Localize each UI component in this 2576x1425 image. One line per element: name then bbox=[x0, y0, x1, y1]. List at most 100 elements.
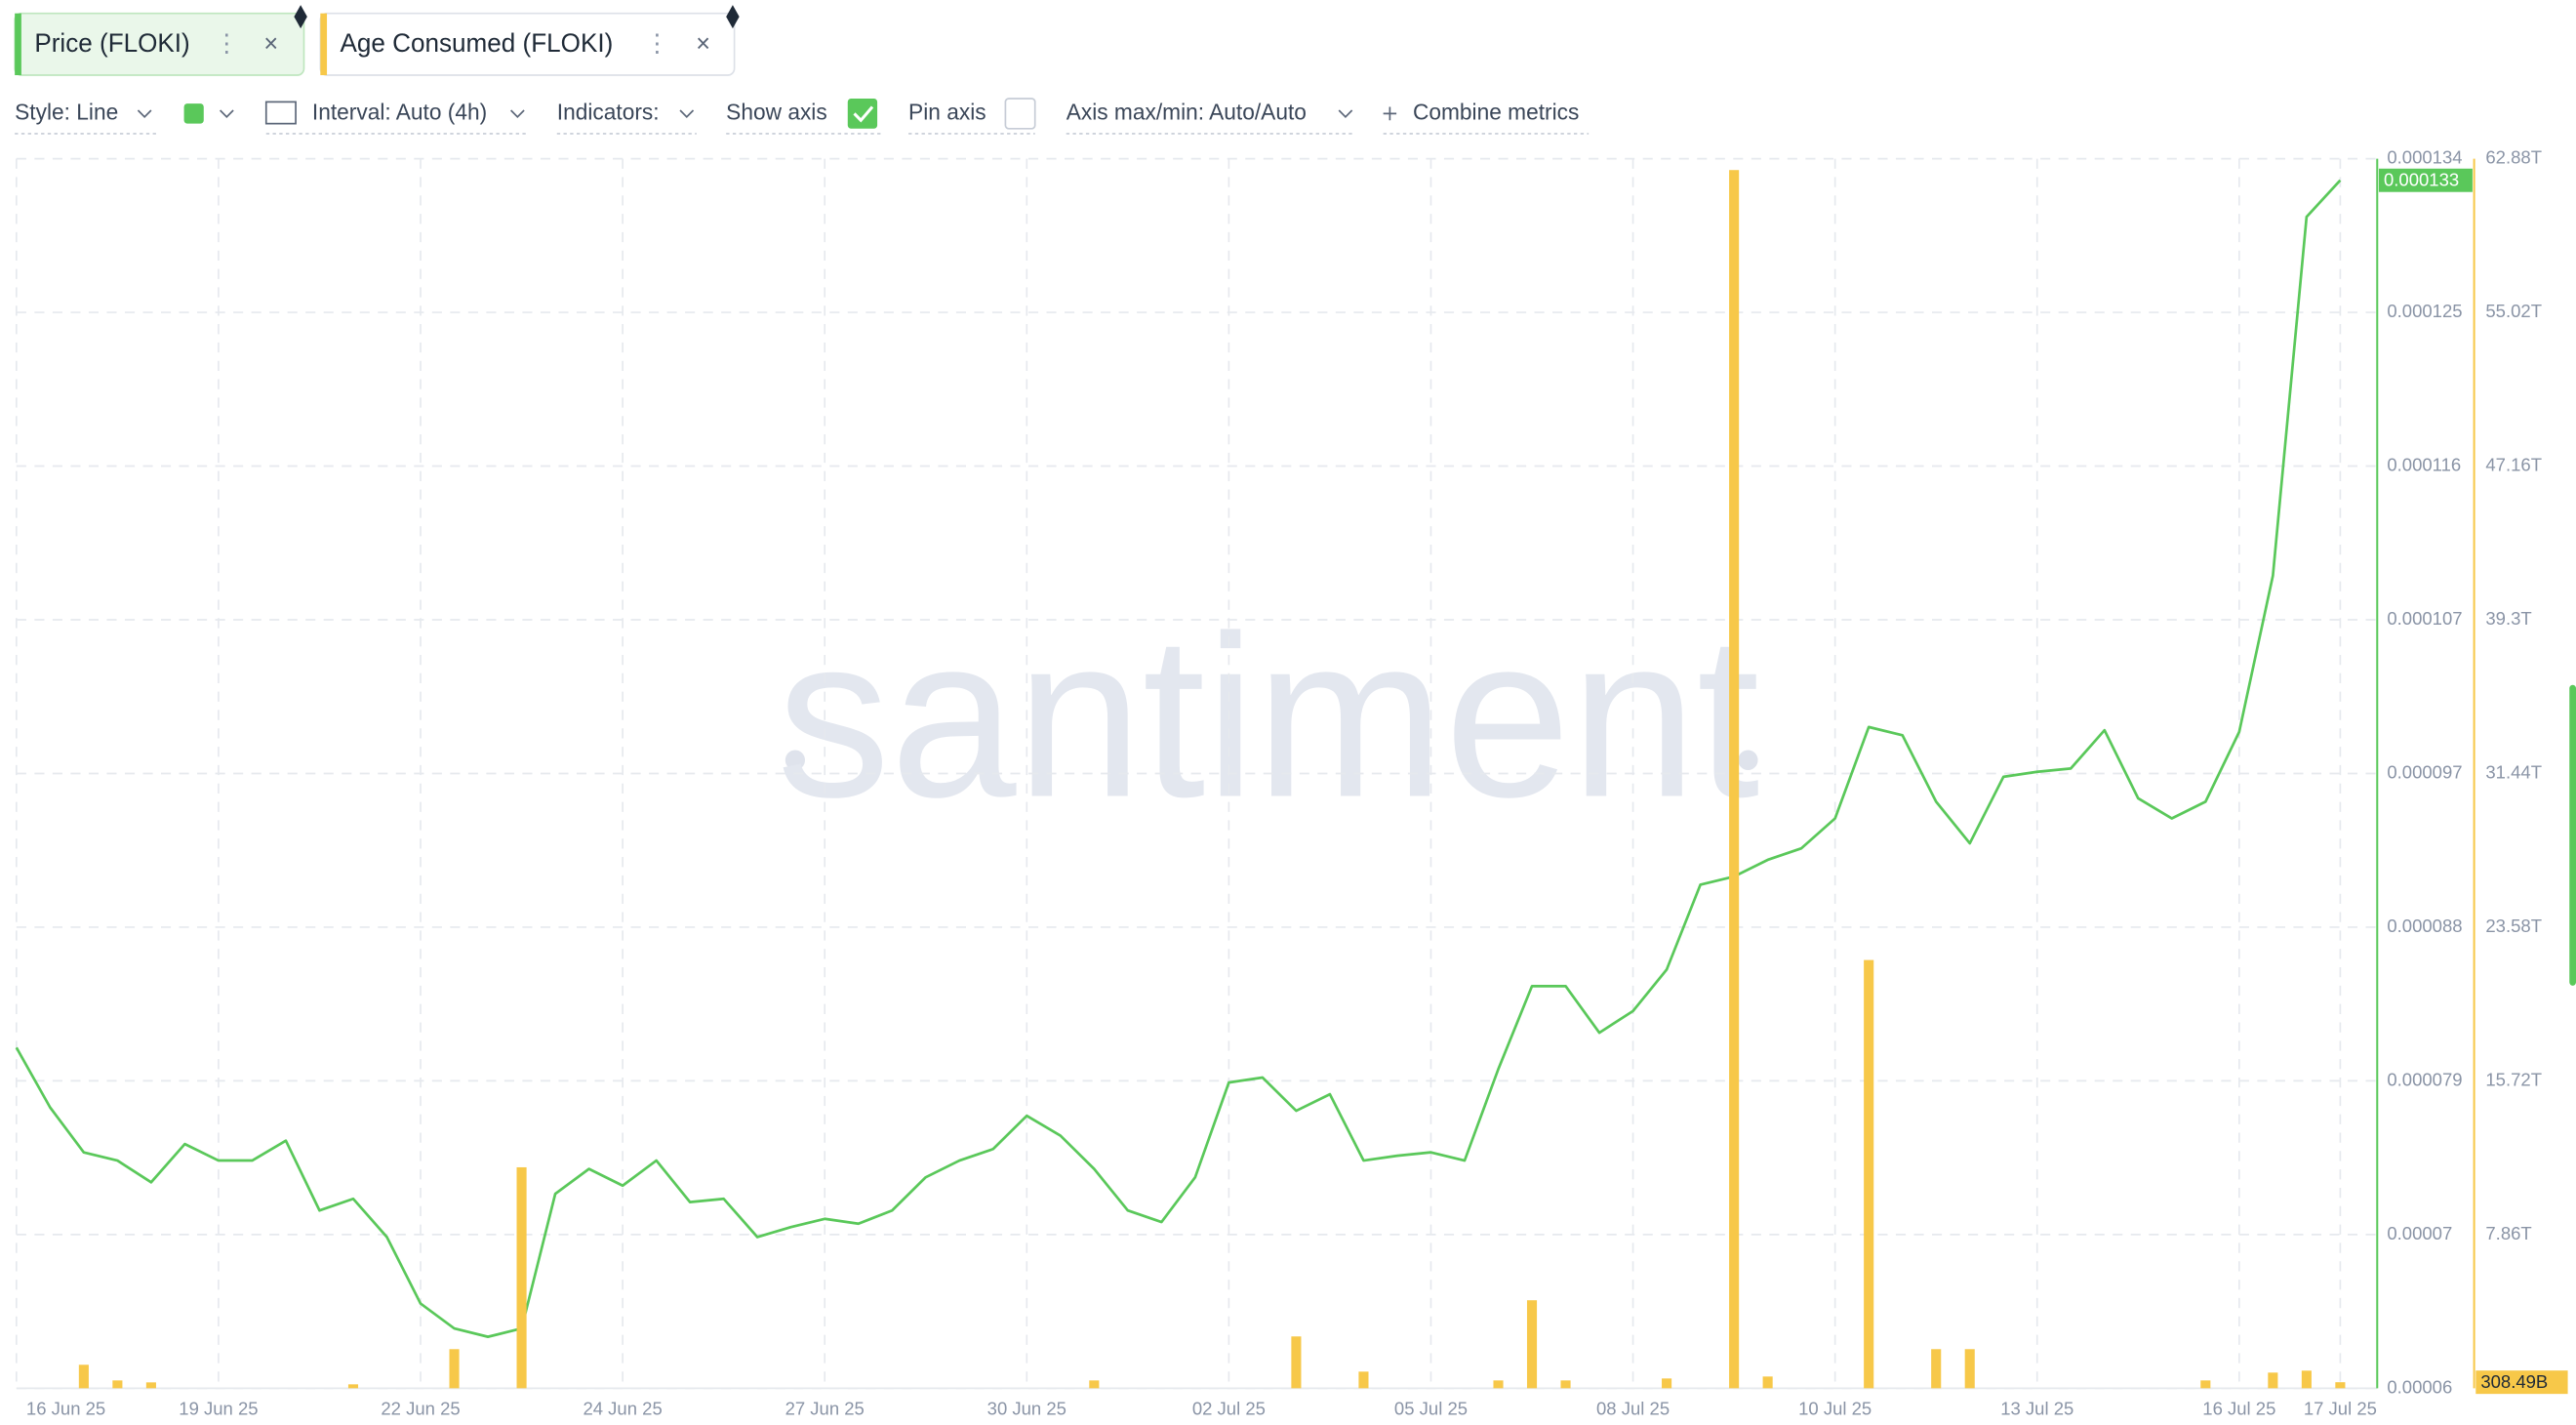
chevron bbox=[137, 109, 152, 119]
bar bbox=[2301, 1370, 2312, 1389]
plus-icon bbox=[1383, 106, 1397, 121]
current-label: 308.49B bbox=[2480, 1371, 2548, 1392]
check-mark bbox=[853, 105, 874, 123]
show-axis-toggle[interactable]: Show axis bbox=[726, 98, 881, 135]
pin-axis-label: Pin axis bbox=[908, 99, 986, 124]
plot: 0.00006 0.00007 0.000079 0.000088 0.000097 0.… bbox=[15, 146, 2568, 1419]
x-tick-label: 27 Jun 25 bbox=[785, 1398, 865, 1418]
current-label: 0.000133 bbox=[2384, 169, 2459, 189]
bar bbox=[1493, 1380, 1504, 1389]
bar bbox=[1089, 1380, 1100, 1389]
x-tick-label: 16 Jul 25 bbox=[2202, 1398, 2275, 1418]
legend-chip[interactable]: Price (FLOKI) ⋮ × bbox=[14, 5, 307, 76]
bar bbox=[347, 1384, 359, 1389]
color-swatch bbox=[183, 103, 204, 124]
indicators-select[interactable]: Indicators: bbox=[556, 99, 697, 135]
chip-close[interactable]: × bbox=[263, 30, 278, 58]
chip-bar bbox=[320, 13, 328, 76]
bar bbox=[1662, 1378, 1672, 1389]
x-tick-label: 30 Jun 25 bbox=[987, 1398, 1067, 1418]
watermark-dot bbox=[1738, 750, 1758, 771]
y2-tick-label: 39.3T bbox=[2485, 608, 2531, 629]
x-tick-label: 24 Jun 25 bbox=[583, 1398, 662, 1418]
y-tick-label: 0.000116 bbox=[2387, 454, 2461, 474]
y-tick-label: 0.00007 bbox=[2387, 1223, 2452, 1243]
y-tick-label: 0.000097 bbox=[2387, 761, 2462, 782]
bar bbox=[112, 1380, 123, 1389]
chain-icon bbox=[294, 5, 307, 29]
x-tick-label: 05 Jul 25 bbox=[1394, 1398, 1468, 1418]
y2-tick-label: 55.02T bbox=[2485, 301, 2542, 321]
bar bbox=[1526, 1300, 1538, 1389]
bar bbox=[2268, 1372, 2278, 1389]
watermark-text: santiment bbox=[777, 588, 1759, 845]
x-tick-label: 16 Jun 25 bbox=[26, 1398, 105, 1418]
price-line bbox=[15, 179, 2342, 1338]
bar bbox=[1864, 959, 1874, 1389]
bar bbox=[1358, 1371, 1369, 1389]
chain-icon bbox=[726, 5, 740, 29]
y-tick-label: 0.000125 bbox=[2387, 301, 2462, 321]
chip-close[interactable]: × bbox=[696, 30, 710, 58]
legend: Price (FLOKI) ⋮ × Age Consumed (FLOKI) ⋮… bbox=[14, 5, 740, 76]
style-label: Style: Line bbox=[15, 99, 118, 124]
style-select[interactable]: Style: Line bbox=[15, 99, 156, 135]
checkbox bbox=[1004, 98, 1036, 130]
interval-select[interactable]: Interval: Auto (4h) bbox=[264, 99, 530, 135]
legend-chip[interactable]: Age Consumed (FLOKI) ⋮ × bbox=[319, 5, 740, 76]
bar bbox=[145, 1382, 156, 1389]
chevron bbox=[679, 109, 695, 119]
bar bbox=[1762, 1376, 1773, 1389]
toolbar: Style: Line Interval: Auto (4h) Indicato… bbox=[15, 98, 1590, 135]
checkbox-checked bbox=[847, 98, 878, 129]
x-tick-label: 17 Jul 25 bbox=[2304, 1398, 2377, 1418]
axis-range-label: Axis max/min: Auto/Auto bbox=[1067, 99, 1307, 124]
color-select[interactable] bbox=[183, 103, 234, 124]
chevron bbox=[220, 109, 234, 119]
legend-label: Price (FLOKI) bbox=[34, 28, 189, 58]
bar bbox=[1964, 1349, 1975, 1389]
combine-label: Combine metrics bbox=[1413, 99, 1579, 124]
y-tick-label: 0.000079 bbox=[2387, 1069, 2462, 1089]
y2-tick-label: 15.72T bbox=[2485, 1069, 2542, 1089]
show-axis-label: Show axis bbox=[726, 99, 827, 124]
axis-range-select[interactable]: Axis max/min: Auto/Auto bbox=[1066, 99, 1356, 135]
legend-label: Age Consumed (FLOKI) bbox=[341, 28, 614, 58]
bar bbox=[2200, 1380, 2211, 1389]
y-tick-label: 0.00006 bbox=[2387, 1376, 2452, 1397]
indicators-label: Indicators: bbox=[557, 99, 660, 124]
bar bbox=[1291, 1336, 1302, 1389]
ruler-icon bbox=[264, 101, 297, 125]
x-tick-label: 13 Jul 25 bbox=[2000, 1398, 2073, 1418]
x-tick-label: 08 Jul 25 bbox=[1596, 1398, 1670, 1418]
bar bbox=[1560, 1380, 1571, 1389]
bar bbox=[516, 1166, 527, 1389]
y2-tick-label: 47.16T bbox=[2485, 454, 2542, 474]
x-tick-label: 19 Jun 25 bbox=[179, 1398, 258, 1418]
chip-bar bbox=[15, 13, 21, 76]
watermark-dot bbox=[785, 750, 805, 771]
y2-tick-label: 62.88T bbox=[2485, 146, 2542, 167]
bar bbox=[78, 1364, 89, 1389]
side-handle[interactable] bbox=[2569, 684, 2576, 986]
combine-button[interactable]: Combine metrics bbox=[1383, 99, 1590, 135]
y-tick-label: 0.000134 bbox=[2387, 146, 2462, 167]
bar bbox=[2335, 1382, 2346, 1389]
current-badge bbox=[2475, 1370, 2568, 1395]
x-tick-label: 22 Jun 25 bbox=[381, 1398, 460, 1418]
y-tick-label: 0.000088 bbox=[2387, 916, 2462, 936]
y-tick-label: 0.000107 bbox=[2387, 608, 2462, 629]
chevron bbox=[510, 109, 525, 119]
y2-tick-label: 23.58T bbox=[2485, 916, 2542, 936]
interval-label: Interval: Auto (4h) bbox=[312, 99, 487, 124]
bar bbox=[1729, 170, 1740, 1389]
x-tick-label: 10 Jul 25 bbox=[1798, 1398, 1872, 1418]
y2-tick-label: 31.44T bbox=[2485, 761, 2542, 782]
chevron bbox=[1338, 109, 1353, 119]
bar bbox=[449, 1349, 460, 1389]
chip-menu[interactable]: ⋮ bbox=[215, 30, 239, 58]
chip-menu[interactable]: ⋮ bbox=[645, 30, 669, 58]
pin-axis-toggle[interactable]: Pin axis bbox=[908, 98, 1036, 135]
